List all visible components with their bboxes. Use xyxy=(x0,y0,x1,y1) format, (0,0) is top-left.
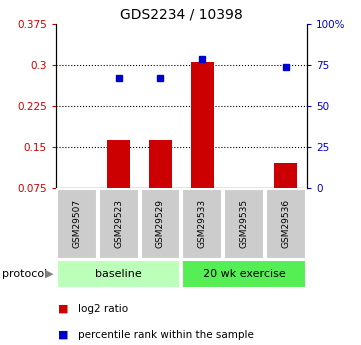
Bar xyxy=(274,164,297,188)
Text: GSM29535: GSM29535 xyxy=(240,199,249,248)
Text: GSM29533: GSM29533 xyxy=(198,199,207,248)
Text: ▶: ▶ xyxy=(44,269,53,279)
Text: ■: ■ xyxy=(58,304,68,314)
Text: GSM29523: GSM29523 xyxy=(114,199,123,248)
Text: ■: ■ xyxy=(58,330,68,339)
Text: log2 ratio: log2 ratio xyxy=(78,304,128,314)
Text: GSM29507: GSM29507 xyxy=(72,199,81,248)
Bar xyxy=(107,140,130,188)
Text: GSM29529: GSM29529 xyxy=(156,199,165,248)
Bar xyxy=(149,140,172,188)
Bar xyxy=(191,62,214,188)
Text: 20 wk exercise: 20 wk exercise xyxy=(203,269,286,279)
Text: percentile rank within the sample: percentile rank within the sample xyxy=(78,330,253,339)
Text: baseline: baseline xyxy=(95,269,142,279)
Title: GDS2234 / 10398: GDS2234 / 10398 xyxy=(120,8,243,22)
Text: protocol: protocol xyxy=(2,269,47,279)
Text: GSM29536: GSM29536 xyxy=(282,199,291,248)
